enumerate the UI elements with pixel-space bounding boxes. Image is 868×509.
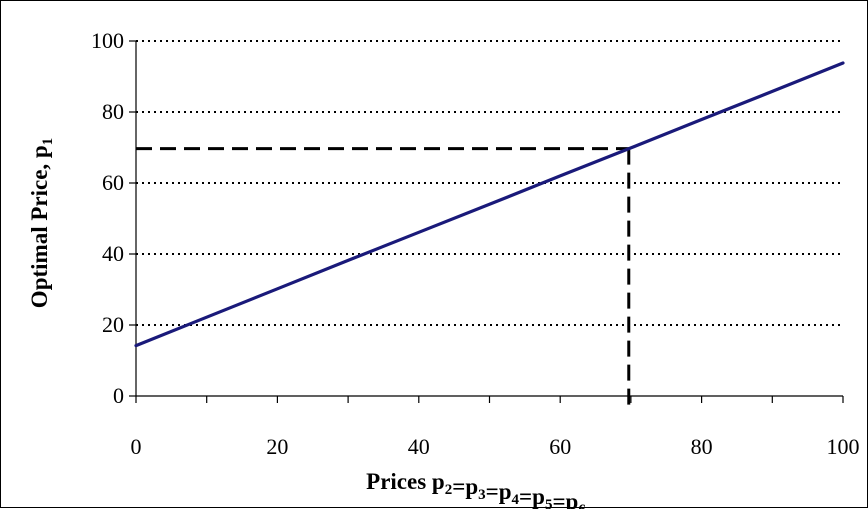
y-tick-label: 60 [102,170,124,195]
grid-lines [136,40,843,326]
y-axis-title-subscript: 1 [40,138,56,146]
axes [129,40,844,403]
y-tick-label: 0 [113,383,124,408]
x-tick-label: 60 [549,434,571,459]
x-axis-title-part: =p [519,484,545,509]
x-tick-label: 0 [131,434,142,459]
y-tick-label: 20 [102,312,124,337]
x-axis-title-subscript: 2 [445,482,453,498]
x-axis-title-subscript: 3 [478,487,486,503]
guide-lines [136,147,631,411]
y-tick-label: 80 [102,99,124,124]
series-line-0 [134,61,845,348]
x-tick-label: 40 [408,434,430,459]
y-tick-label: 40 [102,241,124,266]
x-axis-title-part: =p [486,479,512,504]
y-axis-title: Optimal Price, p1 [27,138,56,308]
x-axis-title-subscript: 5 [545,497,553,509]
x-axis-title-part: =p [452,474,478,499]
x-tick-label: 20 [266,434,288,459]
x-tick-label: 100 [827,434,860,459]
x-axis-title-text: Prices [366,469,432,494]
y-axis-title-text: Optimal Price, p [27,145,52,308]
x-axis-title-part: =p [552,489,578,509]
x-axis-title-subscript: 4 [512,492,520,508]
x-axis-title-part: p [432,469,445,494]
x-axis-title: Prices p2=p3=p4=p5=p6 [366,469,586,509]
x-axis-title-subscript: 6 [578,502,586,509]
series-lines [134,61,845,348]
y-tick-label: 100 [91,28,124,53]
axis-titles: Prices p2=p3=p4=p5=p6Optimal Price, p1 [27,138,586,509]
tick-labels: 0 20 40 60 80 100 0 20 40 60 80 100 [91,28,860,459]
x-tick-label: 80 [691,434,713,459]
